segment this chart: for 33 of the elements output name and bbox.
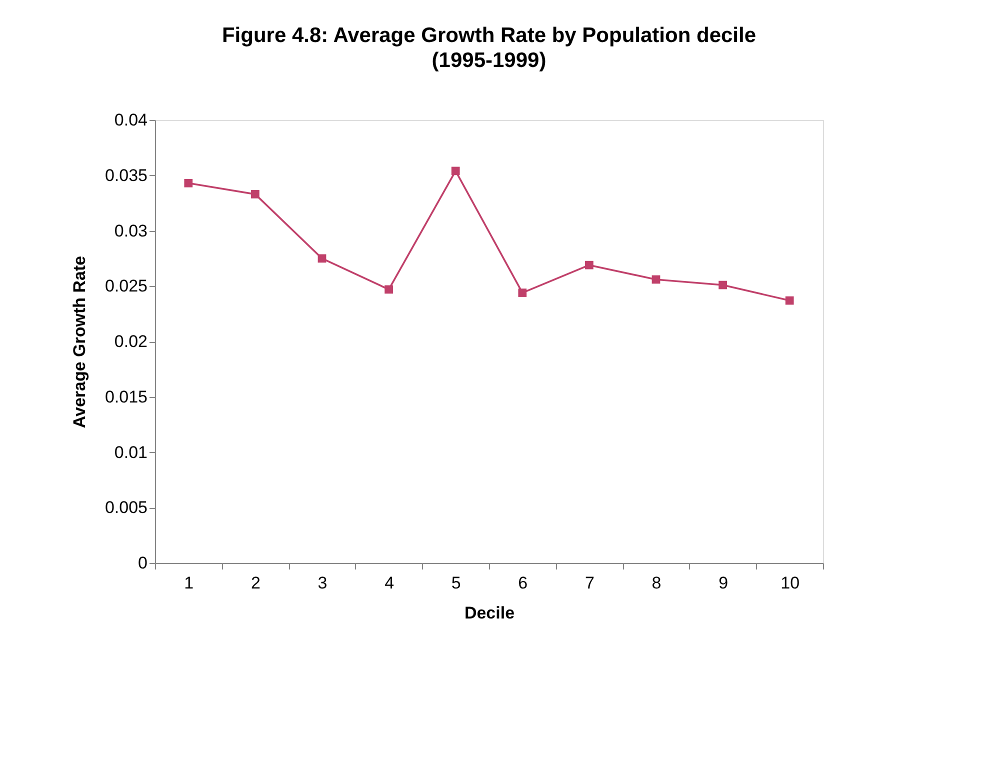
y-axis-title: Average Growth Rate (70, 256, 89, 428)
x-tick-label: 3 (318, 574, 328, 592)
x-tick-label: 7 (584, 574, 594, 592)
point (785, 296, 794, 305)
y-tick-label: 0.025 (104, 276, 148, 296)
point (318, 254, 326, 263)
x-axis-title: Decile (464, 604, 515, 622)
point (384, 285, 393, 294)
point (184, 178, 193, 188)
x-tick-label: 10 (780, 574, 800, 592)
point (518, 288, 527, 297)
y-tick-label: 0.005 (104, 498, 148, 518)
x-tick-label: 8 (652, 574, 662, 592)
x-tick-label: 1 (184, 574, 194, 592)
x-tick-label: 5 (451, 574, 461, 592)
y-tick-label: 0 (138, 554, 148, 572)
point (718, 280, 727, 290)
y-tick-label: 0.03 (114, 221, 148, 240)
point (652, 275, 660, 284)
x-tick-label: 9 (718, 574, 728, 592)
x-tick-label: 2 (250, 574, 260, 592)
y-tick-label: 0.015 (104, 387, 148, 406)
x-tick-label: 4 (384, 574, 394, 592)
x-tick-label: 6 (518, 574, 528, 592)
point (251, 190, 260, 198)
y-tick-label: 0.01 (114, 442, 148, 462)
point (451, 166, 460, 176)
chart-title: Figure 4.8: Average Growth Rate by Population decile (222, 24, 756, 47)
y-tick-label: 0.04 (114, 110, 148, 130)
point (585, 260, 594, 270)
y-tick-label: 0.02 (114, 332, 148, 351)
y-tick-label: 0.035 (104, 166, 148, 185)
chart-subtitle: (1995-1999) (432, 49, 546, 72)
